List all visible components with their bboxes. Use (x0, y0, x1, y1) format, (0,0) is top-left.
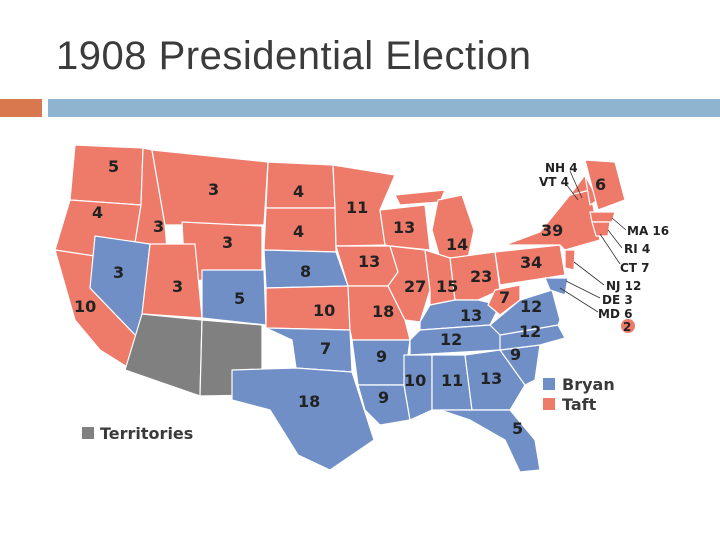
callout-de: DE 3 (602, 293, 633, 307)
callout-line-vt (565, 183, 579, 201)
state-florida (439, 409, 541, 473)
label-ar: 9 (376, 347, 387, 366)
maryland-dot (621, 319, 635, 333)
callout-ct: CT 7 (620, 261, 650, 275)
label-sd: 4 (293, 222, 304, 241)
callout-line-nh (569, 170, 583, 199)
callout-vt: VT 4 (539, 175, 569, 189)
callout-nj: NJ 12 (606, 279, 641, 293)
state-mississippi (403, 354, 433, 421)
state-ohio (449, 251, 501, 301)
label-wa: 5 (108, 157, 119, 176)
callout-ma: MA 16 (627, 224, 669, 238)
label-nv: 3 (113, 263, 124, 282)
legend: Bryan Taft Territories (82, 375, 615, 443)
state-pennsylvania (494, 244, 566, 286)
label-mt: 3 (208, 180, 219, 199)
legend-swatch-territories (82, 427, 94, 439)
label-oh: 23 (470, 267, 492, 286)
label-ut: 3 (172, 277, 183, 296)
label-sc: 9 (510, 345, 521, 364)
label-ne: 8 (300, 262, 311, 281)
callout-line-md (559, 287, 599, 313)
label-id: 3 (153, 217, 164, 236)
label-la: 9 (378, 388, 389, 407)
state-maine (584, 159, 626, 211)
label-ny: 39 (541, 221, 563, 240)
label-ms: 10 (404, 371, 426, 390)
label-al: 11 (441, 371, 463, 390)
legend-label-territories: Territories (100, 424, 193, 443)
label-tx: 18 (298, 392, 320, 411)
label-il: 27 (404, 277, 426, 296)
state-connecticut-ri (591, 221, 611, 237)
callout-line-de (565, 280, 601, 299)
label-wi: 13 (393, 218, 415, 237)
label-in: 15 (436, 277, 458, 296)
legend-swatch-bryan (543, 378, 555, 390)
callout-line-ri (607, 229, 623, 249)
state-oklahoma (265, 327, 353, 373)
label-wv: 7 (499, 288, 510, 307)
label-fl: 5 (512, 419, 523, 438)
label-nd: 4 (293, 182, 304, 201)
state-massachusetts (589, 211, 616, 223)
label-nc: 12 (519, 322, 541, 341)
callout-line-ma (611, 217, 627, 231)
legend-label-taft: Taft (562, 395, 597, 414)
state-washington (69, 144, 144, 206)
label-mo: 18 (372, 302, 394, 321)
callout-ri: RI 4 (624, 242, 650, 256)
state-montana (151, 149, 269, 226)
state-kansas (265, 285, 351, 331)
callout-md: MD 6 (598, 307, 632, 321)
slide-title: 1908 Presidential Election (56, 34, 532, 78)
label-va: 12 (520, 297, 542, 316)
callout-nh: NH 4 (545, 161, 578, 175)
state-new-jersey (564, 249, 576, 271)
label-pa: 34 (520, 253, 542, 272)
label-mi: 14 (446, 235, 468, 254)
state-west-virginia (487, 284, 521, 316)
label-ks: 10 (313, 301, 335, 320)
maryland-dot-value: 2 (623, 320, 631, 334)
legend-label-bryan: Bryan (562, 375, 615, 394)
label-ky: 13 (460, 306, 482, 325)
label-me: 6 (595, 175, 606, 194)
label-ok: 7 (320, 339, 331, 358)
label-wy: 3 (222, 233, 233, 252)
label-ia: 13 (358, 252, 380, 271)
label-mn: 11 (346, 198, 368, 217)
label-ca: 10 (74, 297, 96, 316)
callout-line-ct (599, 233, 621, 265)
label-tn: 12 (440, 330, 462, 349)
label-ga: 13 (480, 369, 502, 388)
state-new-york (504, 189, 601, 251)
label-co: 5 (234, 289, 245, 308)
title-accent-block (0, 99, 42, 117)
callout-line-nj (573, 261, 605, 286)
label-or: 4 (92, 203, 103, 222)
title-accent-bar (48, 99, 720, 117)
legend-swatch-taft (543, 398, 555, 410)
state-maryland-delaware (544, 277, 569, 296)
state-texas (231, 367, 375, 471)
state-louisiana (357, 384, 411, 426)
